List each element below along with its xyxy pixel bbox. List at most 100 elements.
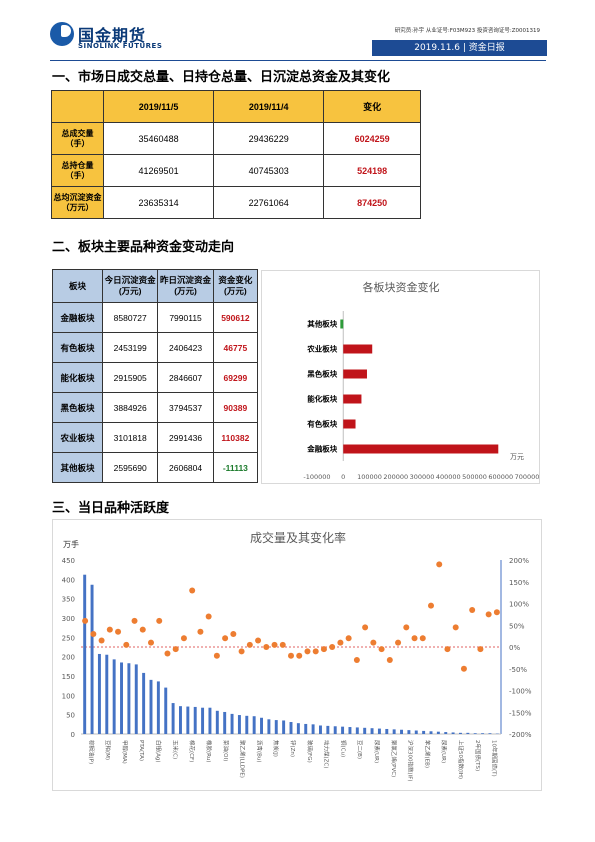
x-tick-label: 玻璃(FG) bbox=[306, 740, 314, 763]
sector-change-chart: 各板块资金变化 其他板块 农业板块 黑色板块 能化板块 有色板块 金融板块 -100000 0 1… bbox=[261, 270, 540, 484]
cell: 3884926 bbox=[101, 392, 159, 423]
x-tick-label: 动力煤(ZC) bbox=[323, 740, 331, 768]
change-rate-point bbox=[197, 628, 204, 635]
cell: 29436229 bbox=[213, 122, 325, 155]
y-tick-label: 250 bbox=[62, 634, 75, 642]
sector-label: 黑色板块 bbox=[52, 392, 103, 423]
volume-bar bbox=[414, 730, 418, 734]
volume-bar bbox=[459, 732, 462, 734]
y2-tick-label: -100% bbox=[509, 688, 532, 696]
volume-bar bbox=[105, 654, 109, 734]
table-row: 总持仓量（手） 41269501 40745303 524198 bbox=[51, 154, 421, 187]
change-rate-point bbox=[205, 613, 212, 620]
change-rate-point bbox=[485, 611, 492, 618]
change-rate-point bbox=[213, 652, 220, 659]
category-label: 金融板块 bbox=[306, 444, 337, 454]
volume-bar bbox=[385, 728, 389, 734]
y-tick-label: 50 bbox=[66, 712, 75, 720]
change-rate-point bbox=[164, 650, 171, 657]
bar bbox=[343, 394, 362, 404]
section1-title: 一、市场日成交总量、日持仓总量、日沉淀总资金及其变化 bbox=[52, 70, 391, 85]
change-cell: 69299 bbox=[212, 362, 259, 393]
volume-bar bbox=[407, 730, 411, 734]
sector-label: 能化板块 bbox=[52, 362, 103, 393]
change-cell: 524198 bbox=[323, 154, 421, 187]
change-rate-point bbox=[469, 607, 476, 614]
volume-bar bbox=[127, 663, 131, 734]
category-label: 能化板块 bbox=[307, 394, 337, 404]
volume-bar bbox=[142, 672, 146, 734]
table-row: 黑色板块 3884926 3794537 90389 bbox=[52, 392, 259, 423]
sector-label: 农业板块 bbox=[52, 422, 103, 453]
volume-bar bbox=[436, 731, 440, 734]
change-rate-point bbox=[386, 657, 393, 664]
col-header: 2019/11/5 bbox=[102, 90, 215, 123]
row-label: 总成交量（手） bbox=[51, 122, 104, 155]
market-summary-table: 2019/11/5 2019/11/4 变化 总成交量（手） 35460488 … bbox=[51, 90, 421, 219]
volume-bar bbox=[237, 715, 241, 734]
change-cell: 90389 bbox=[212, 392, 259, 423]
x-tick-label: 200000 bbox=[383, 473, 408, 481]
volume-bar bbox=[179, 706, 182, 734]
volume-bar bbox=[282, 720, 286, 734]
volume-bar bbox=[171, 703, 175, 734]
x-tick-label: 10年期国债(T) bbox=[491, 740, 499, 777]
x-tick-label: 100000 bbox=[357, 473, 382, 481]
x-tick-label: 尿素(UR) bbox=[440, 740, 448, 763]
change-cell: 590612 bbox=[212, 302, 259, 333]
volume-bar bbox=[451, 732, 455, 734]
table-header-row: 板块 今日沉淀资金(万元) 昨日沉淀资金(万元) 资金变化(万元) bbox=[52, 269, 259, 303]
bar bbox=[340, 319, 344, 329]
col-header: 今日沉淀资金(万元) bbox=[101, 269, 159, 303]
change-rate-point bbox=[189, 587, 196, 594]
volume-bar bbox=[274, 720, 278, 734]
cell: 23635314 bbox=[102, 186, 215, 219]
section3-title: 三、当日品种活跃度 bbox=[52, 501, 170, 516]
change-rate-point bbox=[378, 646, 385, 653]
table-row: 金融板块 8580727 7990115 590612 bbox=[52, 302, 259, 333]
cell: 40745303 bbox=[213, 154, 325, 187]
change-cell: 110382 bbox=[212, 422, 259, 453]
x-tick-label: 焦炭(J) bbox=[272, 740, 280, 757]
y-tick-label: 200 bbox=[62, 654, 75, 662]
volume-bar bbox=[112, 659, 116, 734]
y2-tick-label: -200% bbox=[509, 731, 532, 739]
change-rate-point bbox=[345, 635, 352, 642]
x-tick-label: PTA(TA) bbox=[138, 740, 144, 761]
category-label: 农业板块 bbox=[306, 344, 337, 354]
col-header: 变化 bbox=[323, 90, 421, 123]
logo-en: SINOLINK FUTURES bbox=[78, 42, 163, 50]
volume-bar bbox=[444, 732, 448, 734]
volume-bar bbox=[149, 679, 153, 734]
volume-bar bbox=[355, 727, 359, 734]
volume-bar bbox=[223, 711, 227, 734]
logo-cn: 国金期货 bbox=[78, 26, 147, 45]
col-header: 2019/11/4 bbox=[213, 90, 325, 123]
change-cell: 46775 bbox=[212, 332, 259, 363]
cell: 2606804 bbox=[157, 452, 214, 483]
change-rate-point bbox=[148, 639, 154, 646]
change-cell: 874250 bbox=[323, 186, 421, 219]
volume-bar bbox=[400, 729, 403, 734]
y2-tick-label: 150% bbox=[509, 579, 529, 587]
analyst-info: 研究员:孙宇 从业证号:F03M923 投资咨询证号:Z0001319 bbox=[394, 28, 540, 34]
chart-title: 成交量及其变化率 bbox=[250, 530, 346, 545]
sector-label: 有色板块 bbox=[52, 332, 103, 363]
volume-bar bbox=[245, 715, 249, 734]
change-rate-point bbox=[288, 652, 294, 659]
change-rate-point bbox=[279, 641, 286, 648]
x-tick-label: 沥青(Bu) bbox=[255, 740, 263, 763]
change-rate-point bbox=[329, 644, 336, 650]
change-rate-point bbox=[403, 624, 410, 631]
x-tick-label: 苯乙烯(EB) bbox=[423, 740, 431, 768]
col-header: 板块 bbox=[52, 269, 103, 303]
change-rate-point bbox=[156, 617, 163, 624]
change-rate-point bbox=[411, 635, 418, 642]
volume-bar bbox=[466, 732, 470, 734]
table-row: 总均沉淀资金（万元） 23635314 22761064 874250 bbox=[51, 186, 421, 219]
x-tick-label: 豆二(B) bbox=[356, 740, 363, 759]
change-rate-point bbox=[444, 646, 451, 653]
volume-bar bbox=[326, 725, 330, 734]
change-rate-point bbox=[460, 665, 467, 672]
x-tick-label: 菜油(OI) bbox=[222, 740, 230, 761]
